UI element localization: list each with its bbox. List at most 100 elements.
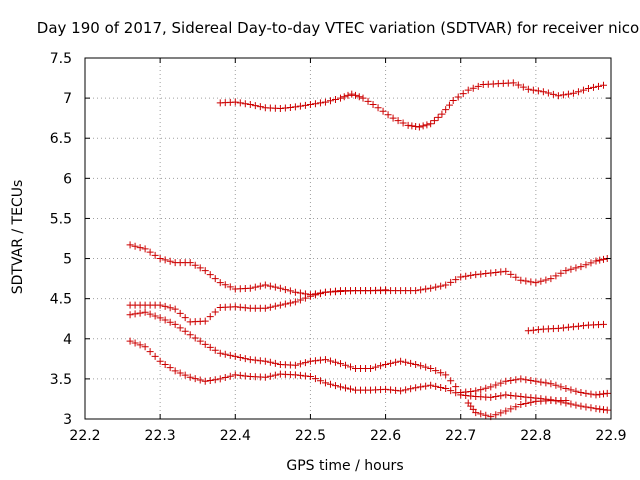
data-point (415, 123, 423, 131)
data-point (447, 387, 455, 395)
x-tick-label: 22.2 (69, 428, 100, 444)
data-point (359, 94, 367, 102)
data-point (146, 348, 154, 356)
data-point (522, 399, 530, 407)
data-point (377, 362, 385, 370)
data-point (156, 314, 164, 322)
data-point (517, 401, 525, 409)
data-point (311, 375, 319, 383)
data-point (372, 363, 380, 371)
data-point (592, 391, 600, 399)
data-point (442, 385, 450, 393)
data-point (477, 410, 485, 418)
data-point (512, 403, 520, 411)
data-point (542, 276, 550, 284)
data-point (151, 251, 159, 259)
data-point (266, 358, 274, 366)
data-point (286, 287, 294, 295)
data-point (196, 264, 204, 272)
data-point (136, 309, 144, 317)
data-point (286, 299, 294, 307)
data-point (276, 301, 284, 309)
data-point (577, 263, 585, 271)
data-point (316, 290, 324, 298)
data-point (206, 376, 214, 384)
data-point (231, 371, 239, 379)
data-point (524, 85, 532, 93)
data-point (399, 119, 407, 127)
data-point (567, 400, 575, 408)
data-point (131, 242, 139, 250)
data-point (557, 269, 565, 277)
chart-title: Day 190 of 2017, Sidereal Day-to-day VTE… (37, 19, 639, 37)
data-point (572, 401, 580, 409)
data-point (432, 382, 440, 390)
data-point (407, 359, 415, 367)
data-point (321, 98, 329, 106)
data-point (281, 104, 289, 112)
data-point (502, 391, 510, 399)
data-point (369, 101, 377, 109)
data-point (306, 357, 314, 365)
data-point (422, 382, 430, 390)
data-point (161, 256, 169, 264)
axis-ticks: 22.2 22.3 22.4 22.5 22.6 22.7 22.8 22.9 3 3.5 4 4.5… (50, 51, 627, 444)
data-point (534, 326, 542, 334)
data-point (562, 267, 570, 275)
data-point (211, 346, 219, 354)
data-point (136, 341, 144, 349)
data-point (131, 339, 139, 347)
data-point (326, 97, 334, 105)
data-point (482, 384, 490, 392)
data-point (241, 304, 249, 312)
data-point (146, 310, 154, 318)
data-point (261, 373, 269, 381)
data-point (442, 106, 450, 114)
series-2 (126, 241, 611, 299)
data-point (445, 101, 453, 109)
data-point (246, 356, 254, 364)
data-point (291, 288, 299, 296)
data-point (206, 271, 214, 279)
data-point (266, 282, 274, 290)
data-point (427, 381, 435, 389)
data-point (438, 110, 446, 118)
data-point (537, 378, 545, 386)
data-point (512, 376, 520, 384)
data-point (582, 389, 590, 397)
data-point (374, 104, 382, 112)
data-point (594, 82, 602, 90)
data-point (492, 381, 500, 389)
data-point (241, 372, 249, 380)
data-point (241, 355, 249, 363)
data-point (402, 386, 410, 394)
data-point (542, 379, 550, 387)
data-point (564, 323, 572, 331)
data-point (186, 331, 194, 339)
data-point (256, 357, 264, 365)
x-tick-label: 22.5 (295, 428, 326, 444)
data-point (226, 372, 234, 380)
data-point (527, 278, 535, 286)
data-point (452, 276, 460, 284)
data-point (221, 374, 229, 382)
data-point (599, 390, 607, 398)
data-point (579, 86, 587, 94)
data-point (557, 383, 565, 391)
data-point (517, 375, 525, 383)
data-point (582, 403, 590, 411)
data-point (492, 411, 500, 419)
data-point (569, 323, 577, 331)
data-point (367, 364, 375, 372)
data-point (387, 359, 395, 367)
data-point (462, 272, 470, 280)
data-point (382, 286, 390, 294)
data-point (306, 292, 314, 300)
data-point (151, 312, 159, 320)
data-point (477, 386, 485, 394)
data-point (507, 405, 515, 413)
data-point (296, 360, 304, 368)
data-point (442, 371, 450, 379)
data-point (487, 269, 495, 277)
data-point (271, 302, 279, 310)
